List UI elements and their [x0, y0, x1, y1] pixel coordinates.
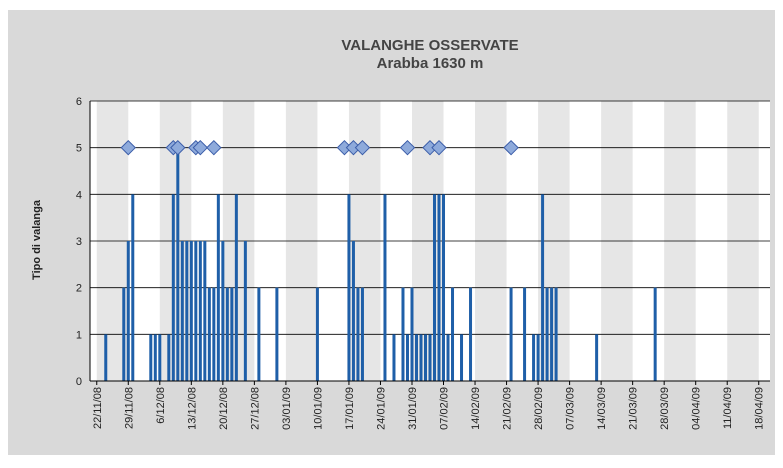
bar	[180, 241, 184, 381]
bar	[410, 287, 414, 381]
marker	[354, 139, 371, 156]
x-tick-label: 07/02/09	[439, 387, 451, 430]
x-tick-label: 14/03/09	[596, 387, 608, 430]
bar	[428, 334, 432, 381]
bar	[446, 334, 450, 381]
bar	[234, 194, 238, 381]
bar	[153, 334, 157, 381]
bar	[194, 241, 198, 381]
bar	[216, 194, 220, 381]
x-tick-label: 20/12/08	[218, 387, 230, 430]
bar	[509, 287, 513, 381]
marker	[170, 139, 186, 156]
x-tick-label: 28/03/09	[659, 387, 671, 430]
bar	[243, 241, 247, 381]
bar	[221, 241, 225, 381]
x-tick-label: 03/01/09	[281, 387, 293, 430]
bar	[414, 334, 418, 381]
y-tick-label: 4	[76, 189, 82, 201]
bar	[442, 194, 446, 381]
y-tick-label: 6	[76, 96, 82, 108]
x-tick-label: 07/03/09	[565, 387, 577, 430]
x-tick-label: 18/04/09	[754, 387, 766, 430]
y-tick-label: 0	[76, 376, 82, 388]
bar	[257, 287, 261, 381]
y-tick-label: 2	[76, 283, 82, 295]
y-tick-label: 5	[76, 143, 82, 155]
bar	[207, 287, 211, 381]
bar	[356, 287, 360, 381]
bar	[401, 287, 405, 381]
x-tick-label: 22/11/08	[92, 387, 104, 429]
chart-subtitle: Arabba 1630 m	[377, 55, 484, 72]
marker	[206, 139, 222, 156]
bar	[532, 334, 536, 381]
bar	[536, 334, 540, 381]
bar	[383, 194, 387, 381]
bar	[176, 147, 180, 381]
x-tick-label: 24/01/09	[375, 387, 387, 430]
bar	[405, 334, 409, 381]
bar	[225, 287, 229, 381]
bar	[392, 334, 396, 381]
bar	[554, 287, 558, 381]
bar	[595, 334, 599, 381]
bar	[419, 334, 423, 381]
bar	[523, 287, 527, 381]
bar	[360, 287, 364, 381]
bar	[469, 287, 473, 381]
bar	[351, 241, 355, 381]
x-tick-label: 27/12/08	[249, 387, 261, 430]
bar	[104, 334, 108, 381]
bar	[545, 287, 549, 381]
bar	[451, 287, 455, 381]
bar	[131, 194, 135, 381]
bar	[122, 287, 126, 381]
x-tick-label: 28/02/09	[533, 387, 545, 430]
marker	[192, 139, 209, 156]
x-tick-label: 10/01/09	[312, 387, 324, 430]
x-tick-label: 29/11/08	[123, 387, 135, 429]
bar	[433, 194, 437, 381]
bar	[171, 194, 175, 381]
y-tick-label: 1	[76, 329, 82, 341]
marker	[431, 139, 447, 156]
bar	[212, 287, 216, 381]
bar	[541, 194, 545, 381]
bar	[347, 194, 351, 381]
x-tick-label: 31/01/09	[407, 387, 419, 430]
bar	[167, 334, 171, 381]
x-tick-label: 13/12/08	[186, 387, 198, 430]
bar	[189, 241, 193, 381]
bar	[185, 241, 189, 381]
bar	[275, 287, 279, 381]
x-tick-label: 6/12/08	[155, 387, 167, 424]
x-tick-label: 21/02/09	[502, 387, 514, 430]
bar	[203, 241, 207, 381]
bar	[460, 334, 464, 381]
marker	[503, 139, 519, 156]
bar	[149, 334, 153, 381]
y-tick-label: 3	[76, 236, 82, 248]
bar	[126, 241, 130, 381]
chart-title: VALANGHE OSSERVATE	[341, 37, 518, 54]
x-tick-label: 11/04/09	[722, 387, 734, 429]
bar	[437, 194, 441, 381]
x-tick-label: 21/03/09	[628, 387, 640, 430]
x-tick-label: 14/02/09	[470, 387, 482, 430]
bar	[423, 334, 427, 381]
bar	[315, 287, 319, 381]
bar	[653, 287, 657, 381]
x-tick-label: 17/01/09	[344, 387, 356, 430]
bar	[158, 334, 162, 381]
x-tick-label: 04/04/09	[691, 387, 703, 430]
bar	[230, 287, 234, 381]
y-axis-label: Tipo di valanga	[31, 199, 43, 280]
marker	[120, 139, 136, 156]
bar	[550, 287, 554, 381]
bar	[198, 241, 202, 381]
marker	[399, 139, 416, 156]
